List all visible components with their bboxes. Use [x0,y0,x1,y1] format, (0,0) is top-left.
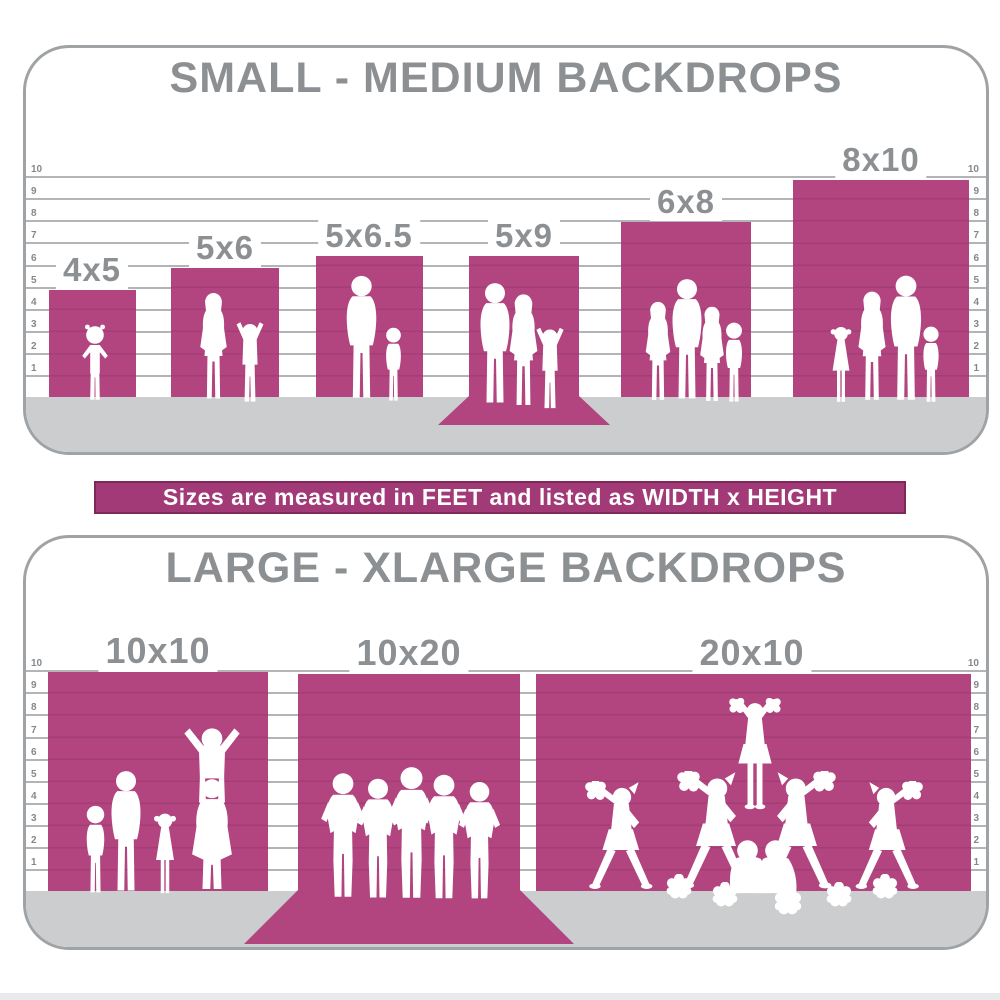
ruler-number-right: 6 [973,253,979,264]
backdrop-4x5 [49,290,136,397]
ruler-number-left: 5 [31,769,37,780]
backdrop-size-label: 5x6 [188,229,262,267]
backdrop-size-label: 5x6.5 [318,217,420,255]
backdrop-10x20 [298,674,520,891]
ruler-number-left: 7 [31,230,37,241]
ruler-number-left: 6 [31,747,37,758]
ruler-number-left: 10 [31,658,43,669]
label-text: 20x10 [699,632,805,673]
ruler-number-right: 4 [973,791,979,802]
ruler-number-right: 10 [967,164,979,175]
ruler-number-right: 2 [973,835,979,846]
ruler-number-left: 4 [31,297,37,308]
ruler-number-right: 4 [973,297,979,308]
backdrop-size-label: 10x10 [98,630,218,672]
backdrop-5x9 [469,256,579,397]
ruler-number-right: 8 [973,208,979,219]
ruler-number-right: 5 [973,769,979,780]
ruler-number-left: 2 [31,835,37,846]
backdrop-8x10 [793,180,969,397]
ruler-number-left: 6 [31,253,37,264]
ruler-number-left: 3 [31,813,37,824]
banner-text: Sizes are measured in FEET and listed as… [162,484,838,510]
ruler-number-left: 9 [31,186,37,197]
ruler-number-left: 8 [31,208,37,219]
ruler-number-left: 1 [31,363,37,374]
ruler-number-right: 9 [973,186,979,197]
ruler-number-left: 9 [31,680,37,691]
label-text: 5x6 [195,229,255,266]
ruler-number-right: 7 [973,725,979,736]
studio-floor [26,891,986,947]
ruler-number-right: 2 [973,341,979,352]
label-text: 10x10 [105,630,211,671]
backdrop-10x10 [48,672,268,891]
ruler-number-left: 5 [31,275,37,286]
ruler-number-right: 5 [973,275,979,286]
measurement-note-banner: Sizes are measured in FEET and listed as… [94,481,906,514]
ruler-number-right: 1 [973,363,979,374]
large-xlarge-panel: LARGE - XLARGE BACKDROPS 10 10 9 9 8 8 7 7 6… [23,535,989,950]
ruler-number-left: 7 [31,725,37,736]
label-text: 5x9 [494,217,554,254]
ruler-number-right: 7 [973,230,979,241]
ruler-line: 10 10 [26,165,986,178]
ruler-number-left: 8 [31,702,37,713]
label-text: 5x6.5 [325,217,413,254]
backdrop-size-label: 8x10 [835,141,927,179]
label-text: 4x5 [62,251,122,288]
label-text: 8x10 [842,141,920,178]
ruler-number-right: 6 [973,747,979,758]
ruler-number-left: 4 [31,791,37,802]
ruler-number-left: 2 [31,341,37,352]
ruler-number-right: 3 [973,813,979,824]
backdrop-size-label: 20x10 [692,632,812,674]
small-medium-title: SMALL - MEDIUM BACKDROPS [169,54,843,102]
label-text: 6x8 [656,183,716,220]
studio-floor [26,397,986,452]
backdrop-size-label: 10x20 [349,632,469,674]
ruler-number-right: 3 [973,319,979,330]
ruler-number-left: 10 [31,164,43,175]
ruler-number-right: 1 [973,857,979,868]
backdrop-6x8 [621,222,751,397]
large-xlarge-title: LARGE - XLARGE BACKDROPS [165,544,847,592]
backdrop-size-label: 4x5 [55,251,129,289]
bottom-edge-strip [0,993,1000,1000]
backdrop-5x6 [171,268,279,397]
backdrop-size-label: 6x8 [649,183,723,221]
label-text: 10x20 [356,632,462,673]
ruler-number-left: 1 [31,857,37,868]
backdrop-20x10 [536,674,971,891]
backdrop-size-label: 5x9 [487,217,561,255]
ruler-number-right: 9 [973,680,979,691]
backdrop-5x6.5 [316,256,423,397]
ruler-number-left: 3 [31,319,37,330]
ruler-number-right: 8 [973,702,979,713]
ruler-line: 10 10 [26,659,986,672]
ruler-number-right: 10 [967,658,979,669]
